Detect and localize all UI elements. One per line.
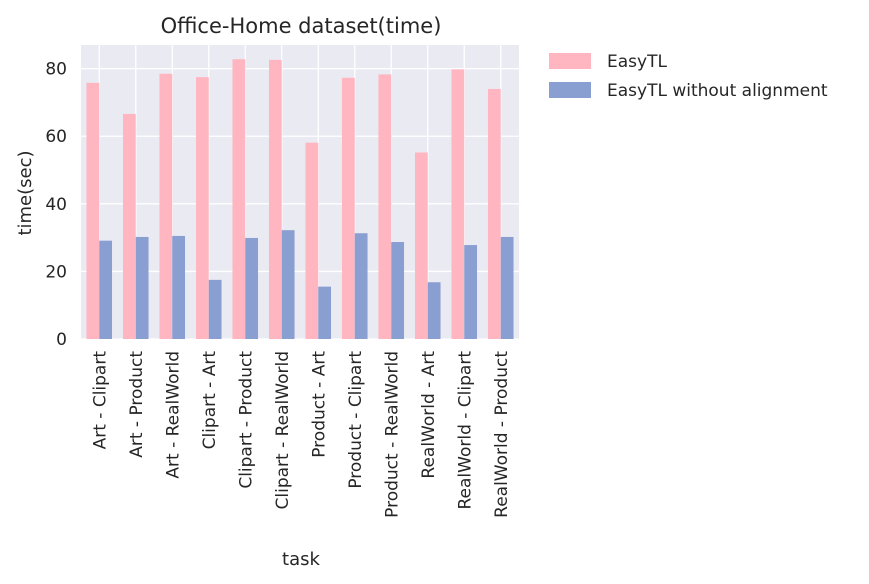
- x-tick-label: RealWorld - Product: [492, 351, 512, 518]
- bar: [232, 59, 246, 339]
- legend-swatch: [549, 82, 591, 98]
- legend-swatch: [549, 53, 591, 69]
- y-axis-ticks: 0 20 40 60 80: [45, 60, 67, 350]
- x-tick-label: Product - Clipart: [346, 351, 366, 489]
- bar: [427, 282, 441, 339]
- x-tick-label: Art - Product: [127, 351, 147, 458]
- y-tick-label: 0: [56, 330, 67, 350]
- x-tick-label: Clipart - RealWorld: [273, 351, 293, 510]
- x-tick-label: RealWorld - Clipart: [455, 351, 475, 510]
- y-tick-label: 60: [45, 127, 67, 147]
- legend: EasyTL EasyTL without alignment: [549, 52, 828, 101]
- x-tick-label: Product - RealWorld: [382, 351, 402, 518]
- x-tick-label: Clipart - Product: [236, 351, 256, 489]
- bar: [354, 233, 368, 339]
- bar: [305, 142, 319, 339]
- bar: [464, 245, 478, 339]
- chart-title: Office-Home dataset(time): [161, 14, 442, 38]
- bar: [451, 69, 465, 340]
- bar: [172, 235, 186, 339]
- bar: [159, 73, 173, 340]
- legend-label: EasyTL: [607, 52, 667, 72]
- bar: [86, 82, 100, 340]
- bar: [135, 236, 149, 339]
- y-tick-label: 40: [45, 195, 67, 215]
- bar: [487, 88, 501, 340]
- y-tick-label: 20: [45, 262, 67, 282]
- x-tick-label: RealWorld - Art: [419, 351, 439, 479]
- bar: [414, 152, 428, 339]
- bar: [122, 113, 136, 339]
- y-tick-label: 80: [45, 60, 67, 80]
- bar: [208, 279, 222, 339]
- x-tick-label: Art - Clipart: [90, 351, 110, 450]
- bar: [391, 242, 405, 339]
- bar: [268, 59, 282, 340]
- bar: [500, 236, 514, 339]
- bar: [281, 230, 295, 339]
- bars: [86, 59, 514, 340]
- x-tick-label: Product - Art: [309, 351, 329, 458]
- y-axis-label: time(sec): [15, 150, 36, 235]
- bar: [99, 240, 113, 339]
- bar: [341, 77, 355, 340]
- bar: [195, 77, 209, 339]
- bar: [318, 286, 332, 339]
- bar: [245, 237, 259, 339]
- legend-label: EasyTL without alignment: [607, 81, 828, 101]
- x-axis-ticks: Art - Clipart Art - Product Art - RealWorl…: [90, 351, 512, 518]
- x-tick-label: Clipart - Art: [200, 351, 220, 450]
- x-tick-label: Art - RealWorld: [163, 351, 183, 479]
- x-axis-label: task: [282, 549, 320, 570]
- bar: [378, 74, 392, 340]
- plot-area: [81, 45, 519, 339]
